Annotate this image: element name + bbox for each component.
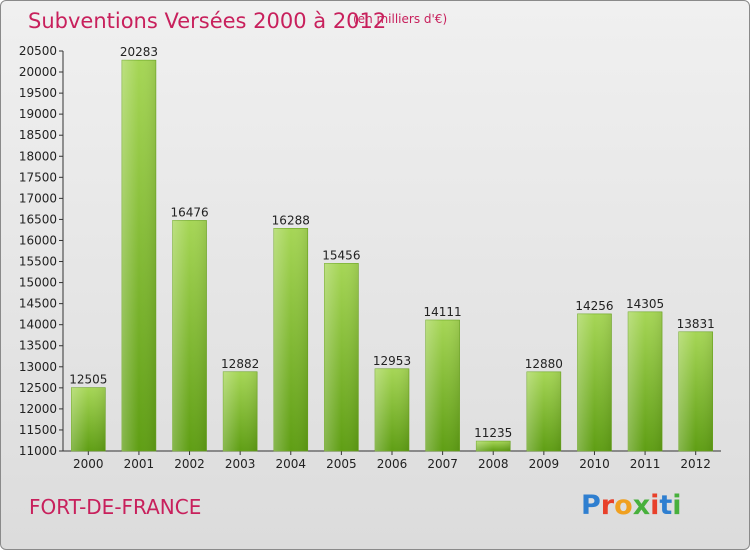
- x-tick-label-2003: 2003: [225, 457, 256, 471]
- bar-shine-2002: [172, 220, 207, 451]
- bars: 12505 20283 16476 12882 16288 15456 12953 14111…: [69, 45, 715, 452]
- data-label-2001: 20283: [120, 45, 158, 59]
- x-tick-label-2005: 2005: [326, 457, 357, 471]
- chart-subtitle: (en milliers d'€): [353, 12, 448, 26]
- x-tick-label-2012: 2012: [680, 457, 711, 471]
- y-tick-label: 15000: [19, 276, 57, 290]
- x-tick-label-2011: 2011: [630, 457, 661, 471]
- data-label-2007: 14111: [424, 305, 462, 319]
- bar-shine-2008: [476, 441, 511, 451]
- data-label-2011: 14305: [626, 297, 664, 311]
- bar-shine-2000: [71, 387, 106, 451]
- bar-shine-2003: [223, 371, 258, 451]
- data-label-2004: 16288: [272, 213, 310, 227]
- bar-shine-2012: [678, 331, 713, 451]
- chart-title: Subventions Versées 2000 à 2012: [28, 9, 387, 33]
- proxiti-logo: Proxiti: [581, 490, 682, 521]
- y-tick-label: 15500: [19, 255, 57, 269]
- data-label-2010: 14256: [575, 299, 613, 313]
- x-tick-label-2004: 2004: [275, 457, 306, 471]
- x-tick-label-2008: 2008: [478, 457, 509, 471]
- axes: 11000 11500 12000 12500 13000 13500 14000 14500…: [19, 44, 721, 471]
- data-label-2008: 11235: [474, 426, 512, 440]
- bar-shine-2007: [425, 320, 460, 451]
- y-tick-label: 11000: [19, 444, 57, 458]
- y-tick-label: 12000: [19, 402, 57, 416]
- data-label-2000: 12505: [69, 373, 107, 387]
- x-tick-label-2006: 2006: [377, 457, 408, 471]
- x-tick-label-2009: 2009: [529, 457, 560, 471]
- y-tick-label: 16000: [19, 233, 57, 247]
- city-name: FORT-DE-FRANCE: [29, 495, 202, 519]
- bar-shine-2011: [628, 311, 663, 451]
- data-label-2005: 15456: [322, 248, 360, 262]
- bar-shine-2009: [526, 371, 561, 451]
- y-tick-label: 11500: [19, 423, 57, 437]
- y-tick-label: 14000: [19, 318, 57, 332]
- data-label-2002: 16476: [170, 205, 208, 219]
- y-tick-label: 18500: [19, 128, 57, 142]
- y-tick-label: 20000: [19, 65, 57, 79]
- y-tick-label: 17500: [19, 170, 57, 184]
- bar-shine-2005: [324, 263, 359, 451]
- y-tick-label: 17000: [19, 191, 57, 205]
- y-tick-label: 16500: [19, 212, 57, 226]
- x-tick-label-2000: 2000: [73, 457, 104, 471]
- x-tick-label-2010: 2010: [579, 457, 610, 471]
- data-label-2003: 12882: [221, 357, 259, 371]
- y-tick-label: 18000: [19, 149, 57, 163]
- x-tick-label-2001: 2001: [124, 457, 155, 471]
- x-tick-label-2002: 2002: [174, 457, 205, 471]
- bar-shine-2006: [375, 368, 409, 451]
- data-label-2006: 12953: [373, 354, 411, 368]
- y-tick-label: 19500: [19, 86, 57, 100]
- y-tick-label: 19000: [19, 107, 57, 121]
- y-tick-label: 12500: [19, 381, 57, 395]
- y-tick-label: 13000: [19, 360, 57, 374]
- y-tick-label: 20500: [19, 44, 57, 58]
- data-label-2012: 13831: [677, 317, 715, 331]
- bar-shine-2010: [577, 313, 612, 451]
- bar-shine-2004: [273, 228, 308, 451]
- x-tick-label-2007: 2007: [427, 457, 458, 471]
- data-label-2009: 12880: [525, 357, 563, 371]
- y-tick-label: 13500: [19, 339, 57, 353]
- y-tick-label: 14500: [19, 297, 57, 311]
- bar-shine-2001: [121, 60, 156, 451]
